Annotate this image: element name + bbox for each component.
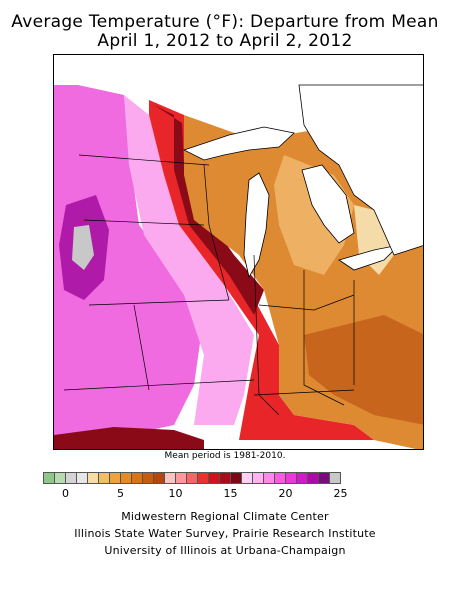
lake-huron	[301, 164, 355, 244]
legend-tick-label: 15	[223, 487, 238, 500]
map-graphic	[54, 55, 423, 449]
legend-tick-label: 5	[117, 487, 124, 500]
legend-tick-label: 25	[333, 487, 348, 500]
mean-period-note: Mean period is 1981-2010.	[164, 451, 286, 461]
chart-title: Average Temperature (°F): Departure from…	[11, 12, 439, 32]
region-9-11F-ohio	[304, 315, 423, 425]
credit-line-3: University of Illinois at Urbana-Champai…	[104, 544, 346, 557]
color-legend	[43, 472, 341, 484]
legend-tick-label: 20	[278, 487, 293, 500]
temperature-departure-map	[53, 54, 424, 450]
lake-michigan	[243, 172, 270, 279]
chart-subtitle: April 1, 2012 to April 2, 2012	[97, 31, 353, 51]
legend-tick-label: 0	[62, 487, 69, 500]
region-17F-core	[154, 105, 264, 315]
region-16-20F	[124, 95, 254, 425]
region-south-red	[54, 427, 204, 449]
region-20-25F	[54, 85, 204, 449]
credit-line-1: Midwestern Regional Climate Center	[121, 510, 329, 523]
legend-tick-label: 10	[168, 487, 183, 500]
credit-line-2: Illinois State Water Survey, Prairie Res…	[74, 527, 376, 540]
region-26F-hotspot	[72, 225, 94, 270]
legend-swatch-26	[329, 472, 341, 484]
region-12-17F-west	[149, 100, 374, 440]
lake-superior	[182, 126, 295, 161]
lake-erie	[338, 244, 401, 271]
